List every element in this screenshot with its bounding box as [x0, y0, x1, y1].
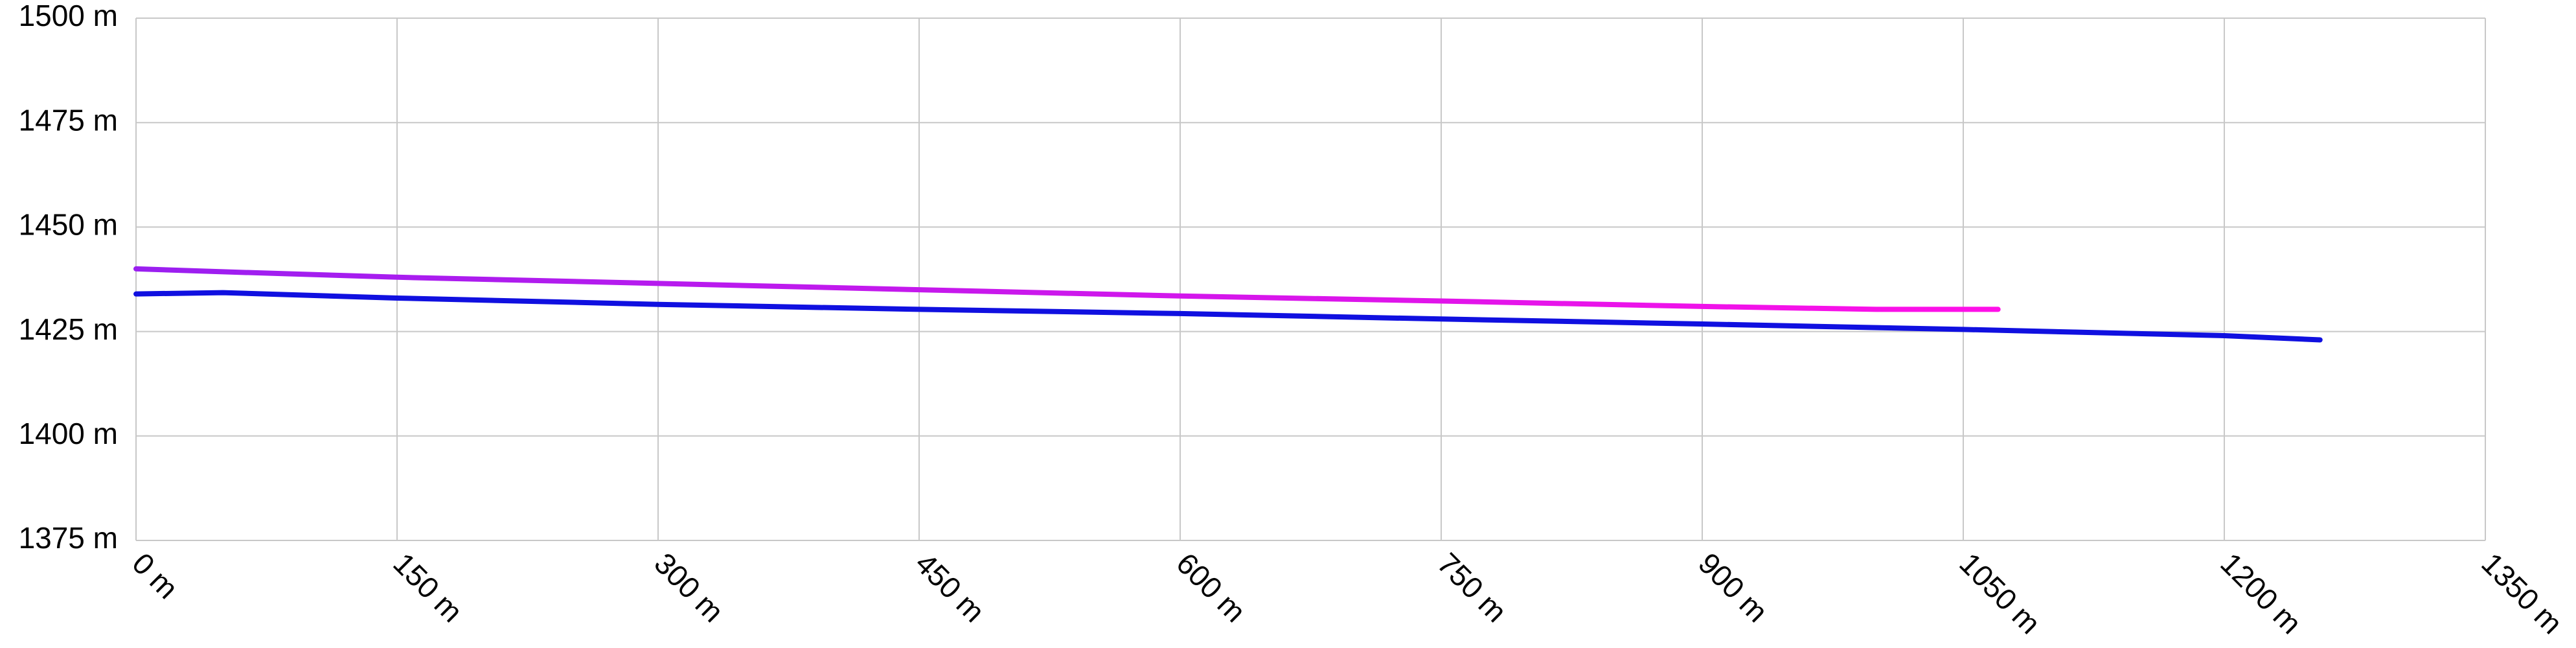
y-tick-label: 1500 m	[19, 0, 118, 32]
y-tick-label: 1475 m	[19, 103, 118, 137]
y-tick-label: 1450 m	[19, 208, 118, 242]
x-tick-label: 300 m	[648, 546, 730, 629]
x-tick-label: 600 m	[1170, 546, 1252, 629]
x-tick-label: 1350 m	[2475, 546, 2569, 640]
x-tick-label: 150 m	[387, 546, 469, 629]
y-tick-label: 1400 m	[19, 417, 118, 450]
x-tick-label: 750 m	[1431, 546, 1513, 629]
x-tick-label: 900 m	[1692, 546, 1774, 629]
elevation-line	[133, 266, 2001, 312]
y-tick-label: 1375 m	[19, 521, 118, 555]
x-tick-label: 450 m	[909, 546, 991, 629]
x-tick-label: 0 m	[126, 546, 185, 605]
y-tick-label: 1425 m	[19, 312, 118, 346]
elevation-line	[133, 290, 2323, 343]
x-tick-label: 1200 m	[2214, 546, 2308, 640]
x-tick-label: 1050 m	[1953, 546, 2047, 640]
